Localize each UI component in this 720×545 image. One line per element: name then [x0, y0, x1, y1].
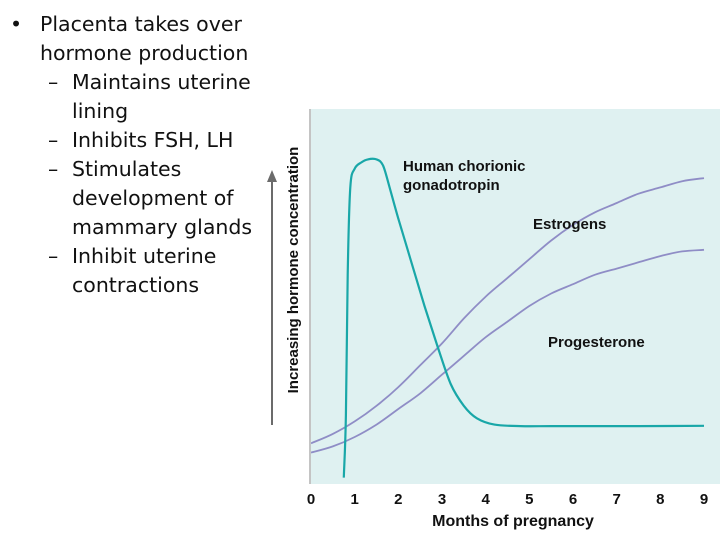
sub-bullet-text: Inhibits FSH, LH	[72, 128, 234, 152]
sub-bullet: – Inhibit uterine contractions	[4, 242, 266, 300]
x-tick-label: 9	[700, 491, 708, 508]
sub-bullet-text: Stimulates development of mammary glands	[72, 157, 253, 239]
y-axis-label: Increasing hormone concentration	[285, 147, 302, 394]
plot-background	[311, 109, 720, 484]
x-tick-label: 4	[481, 491, 490, 508]
series-line-estrogens	[311, 177, 705, 445]
bullet-list: • Placenta takes over hormone production…	[4, 10, 266, 300]
bullet-dot-icon: •	[10, 12, 23, 36]
x-tick-label: 0	[307, 491, 315, 508]
sub-bullet: – Maintains uterine lining	[4, 68, 266, 126]
main-bullet-text: Placenta takes over hormone production	[40, 12, 249, 65]
dash-icon: –	[48, 128, 59, 152]
series-line-progesterone	[311, 248, 705, 454]
x-tick-label: 8	[656, 491, 664, 508]
sub-bullet-text: Inhibit uterine contractions	[72, 244, 217, 297]
series-line-human-chorionic-gonadotropin	[342, 157, 705, 478]
dash-icon: –	[48, 70, 59, 94]
sub-bullet: – Stimulates development of mammary glan…	[4, 155, 266, 242]
x-axis-label: Months of pregnancy	[432, 513, 594, 530]
x-tick-label: 3	[438, 491, 446, 508]
sub-bullet-list: – Maintains uterine lining – Inhibits FS…	[4, 68, 266, 300]
x-tick-label: 7	[612, 491, 620, 508]
x-tick-label: 2	[394, 491, 402, 508]
series-labels: Human chorionic gonadotropin Estrogens Prog…	[403, 158, 645, 351]
x-tick-label: 5	[525, 491, 533, 508]
series-label-human-chorionic-gonadotropin: Human chorionic gonadotropin	[403, 158, 526, 194]
series-lines	[311, 157, 705, 478]
sub-bullet: – Inhibits FSH, LH	[4, 126, 266, 155]
x-tick-labels: 0 1 2 3 4 5 6 7 8 9	[307, 491, 708, 508]
x-tick-label: 6	[569, 491, 577, 508]
series-label-progesterone: Progesterone	[548, 334, 645, 351]
dash-icon: –	[48, 157, 59, 181]
sub-bullet-text: Maintains uterine lining	[72, 70, 251, 123]
dash-icon: –	[48, 244, 59, 268]
series-label-estrogens: Estrogens	[533, 216, 606, 233]
x-tick-label: 1	[350, 491, 358, 508]
main-bullet: • Placenta takes over hormone production	[4, 10, 266, 68]
up-arrow-icon	[267, 170, 277, 182]
